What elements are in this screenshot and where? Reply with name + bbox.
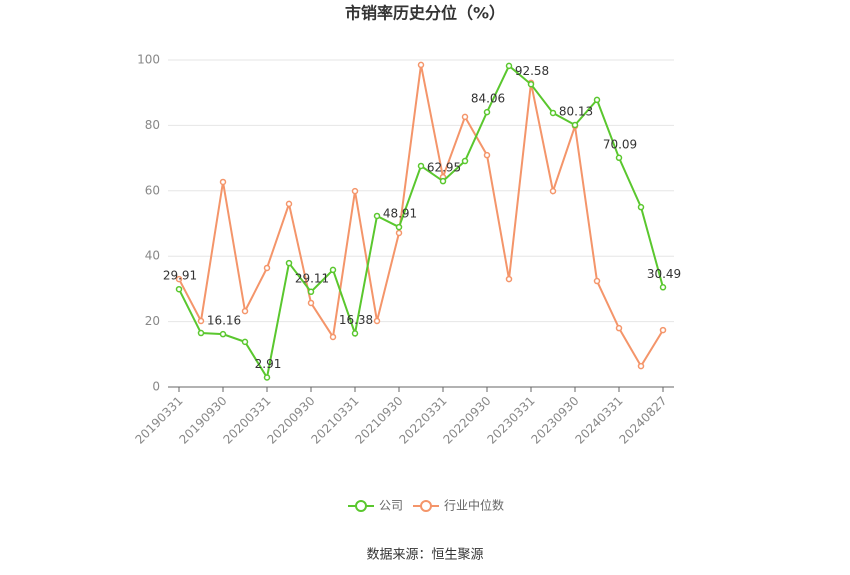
legend-marker: [355, 500, 367, 512]
y-tick-label: 0: [152, 380, 160, 394]
point: [373, 212, 381, 220]
point: [527, 81, 535, 88]
point: [417, 162, 425, 170]
data-label: 48.91: [383, 207, 417, 221]
point: [593, 96, 601, 104]
point: [329, 266, 337, 274]
point: [307, 288, 315, 296]
legend-item[interactable]: 公司: [348, 499, 403, 513]
data-label: 80.13: [559, 104, 593, 118]
y-tick-label: 40: [145, 249, 160, 263]
point: [219, 330, 227, 338]
point: [395, 223, 403, 231]
point: [241, 307, 249, 315]
point: [263, 264, 271, 272]
point: [571, 121, 579, 129]
data-label: 16.16: [207, 314, 241, 328]
point: [285, 259, 293, 267]
point: [505, 275, 513, 283]
legend-label: 公司: [379, 499, 403, 513]
point: [285, 200, 293, 208]
point: [417, 61, 425, 69]
y-tick-label: 80: [145, 118, 160, 132]
data-label: 29.91: [163, 269, 197, 283]
data-label: 2.91: [255, 357, 282, 371]
y-tick-label: 60: [145, 183, 160, 197]
point: [197, 329, 205, 337]
point: [483, 151, 491, 159]
point: [461, 113, 469, 121]
point: [439, 177, 447, 185]
data-label: 62.95: [427, 161, 461, 175]
point: [637, 203, 645, 211]
point: [615, 324, 623, 332]
data-label: 29.11: [295, 271, 329, 285]
point: [219, 178, 227, 186]
point: [241, 338, 249, 346]
point: [263, 374, 271, 381]
data-label: 30.49: [647, 267, 681, 281]
y-tick-label: 100: [137, 53, 160, 67]
point: [197, 317, 205, 325]
point: [351, 330, 359, 337]
point: [549, 187, 557, 195]
data-label: 84.06: [471, 92, 505, 106]
point: [549, 109, 557, 117]
point: [659, 284, 667, 291]
point: [175, 275, 183, 283]
point: [615, 154, 623, 162]
point: [505, 62, 513, 70]
source-note: 数据来源：恒生聚源: [366, 548, 483, 563]
y-tick-label: 20: [145, 314, 160, 328]
point: [329, 333, 337, 341]
data-label: 92.58: [515, 64, 549, 78]
legend-marker: [420, 500, 432, 512]
point: [659, 326, 667, 334]
point: [395, 229, 403, 237]
point: [175, 285, 183, 293]
point: [483, 108, 491, 116]
data-label: 16.38: [339, 313, 373, 327]
chart-title: 市销率历史分位（%）: [345, 4, 505, 23]
data-label: 70.09: [603, 137, 637, 151]
x-tick-label: 20240827: [617, 394, 670, 447]
point: [351, 187, 359, 195]
point: [307, 299, 315, 307]
point: [373, 317, 381, 325]
legend-item[interactable]: 行业中位数: [413, 498, 504, 513]
point: [593, 277, 601, 285]
legend-label: 行业中位数: [444, 498, 504, 513]
point: [637, 362, 645, 370]
point: [461, 157, 469, 165]
